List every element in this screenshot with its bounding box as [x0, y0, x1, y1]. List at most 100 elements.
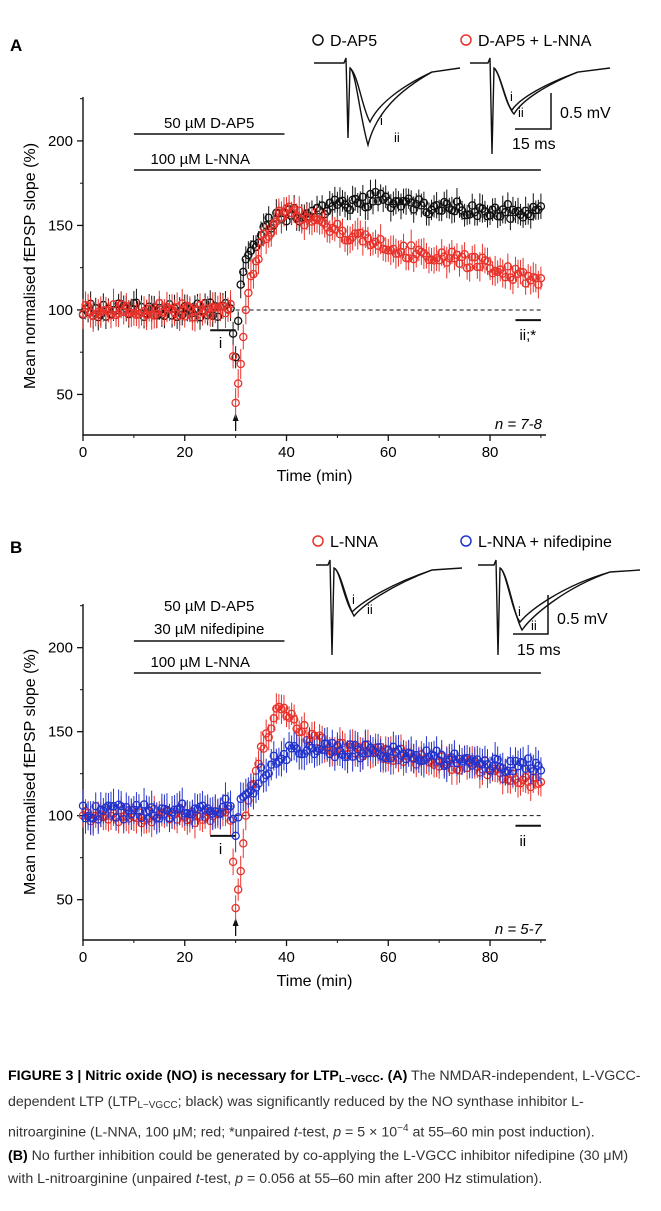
- series-l-nna-nifedipine: [78, 727, 546, 853]
- data-point: [254, 254, 263, 264]
- data-point: [249, 240, 258, 249]
- x-tick-label: 40: [278, 949, 295, 966]
- caption-a-p: p: [333, 1124, 342, 1141]
- data-point: [91, 309, 100, 319]
- x-tick-label: 0: [79, 949, 87, 966]
- trace-a-right: [470, 57, 611, 155]
- panel-b: B L-NNA L-NNA + nifedipine i ii i ii 0.5…: [10, 534, 641, 990]
- data-point: [221, 794, 230, 804]
- legend-marker-d-ap5-lnna: [460, 34, 472, 46]
- data-point: [412, 750, 421, 760]
- data-point: [493, 267, 502, 277]
- trace-a-right-label-i: i: [510, 89, 513, 104]
- data-point: [104, 306, 113, 316]
- data-point: [368, 197, 378, 206]
- data-point: [267, 724, 276, 733]
- data-point: [475, 262, 485, 272]
- scale-a-ms: 15 ms: [512, 136, 556, 153]
- trace-b-right-label-i: i: [518, 604, 521, 619]
- data-point: [437, 750, 446, 760]
- data-point: [485, 264, 495, 273]
- data-point: [267, 228, 276, 237]
- data-point: [241, 790, 251, 799]
- data-point: [437, 206, 446, 215]
- data-point: [185, 303, 195, 312]
- data-point: [200, 306, 210, 316]
- data-point: [373, 196, 383, 206]
- caption-title-subscript: L−VGCC: [338, 1074, 380, 1085]
- data-point: [279, 703, 289, 713]
- data-point: [203, 804, 212, 813]
- data-point: [478, 204, 487, 213]
- data-point: [503, 766, 513, 776]
- data-point: [155, 814, 164, 823]
- data-point: [284, 741, 294, 750]
- data-point: [269, 219, 279, 229]
- trace-a-left: [314, 57, 461, 148]
- data-point: [386, 203, 396, 213]
- data-point: [345, 205, 355, 215]
- data-point: [228, 329, 238, 338]
- data-point: [223, 801, 233, 811]
- data-point: [330, 752, 340, 762]
- data-point: [536, 273, 546, 283]
- caption-a-subscript: L−VGCC: [137, 1100, 178, 1111]
- data-point: [88, 311, 98, 321]
- data-point: [226, 299, 235, 309]
- caption-b-text-1: No further inhibition could be generated…: [8, 1147, 629, 1187]
- figure: A D-AP5 D-AP5 + L-NNA i ii i ii 0.5 mV 1…: [10, 33, 641, 990]
- data-point: [287, 744, 296, 753]
- trace-b-label-i: i: [352, 592, 355, 607]
- trace-a-label-ii: ii: [394, 130, 400, 145]
- data-point: [322, 739, 332, 749]
- caption-a-text-2: ; black) was significantly reduced by th…: [8, 1094, 584, 1141]
- drug-bar-label: 100 µM L-NNA: [150, 151, 250, 168]
- trace-b-right: [478, 559, 641, 656]
- data-point: [241, 305, 251, 315]
- data-point: [445, 755, 454, 765]
- panel-b-letter: B: [10, 538, 22, 557]
- data-point: [409, 254, 418, 264]
- legend-marker-lnna-nif: [460, 535, 472, 547]
- data-point: [188, 313, 197, 322]
- caption-a-exponent: −4: [397, 1123, 409, 1134]
- data-point: [114, 309, 123, 318]
- data-point: [419, 249, 429, 258]
- data-point: [251, 256, 261, 266]
- data-point: [236, 866, 245, 876]
- drug-bar-label: 30 µM nifedipine: [154, 621, 264, 638]
- data-point: [289, 741, 299, 751]
- plot-a: 50 100 150 200 0 20 40 60 80 Time (min) Mean norma…: [22, 97, 546, 485]
- data-point: [488, 268, 497, 278]
- data-point: [177, 799, 187, 808]
- data-point: [312, 746, 322, 756]
- data-point: [231, 398, 240, 408]
- data-point: [371, 187, 380, 197]
- data-point: [236, 359, 245, 369]
- data-point: [501, 207, 510, 217]
- data-point: [239, 792, 248, 802]
- drug-bar-label: 50 µM D-AP5: [164, 115, 254, 132]
- data-point: [417, 201, 426, 210]
- data-point: [429, 256, 439, 265]
- data-point: [139, 800, 149, 809]
- data-point: [264, 213, 273, 222]
- data-point: [134, 805, 144, 815]
- data-point: [157, 307, 167, 317]
- window-i-label: i: [219, 335, 222, 352]
- data-point: [282, 755, 291, 765]
- data-point: [305, 741, 314, 751]
- data-point: [536, 766, 546, 775]
- data-point: [236, 794, 245, 804]
- data-point: [534, 761, 543, 770]
- data-point: [264, 733, 273, 742]
- data-point: [300, 720, 309, 730]
- y-tick-label: 100: [48, 302, 73, 319]
- data-point: [256, 763, 266, 772]
- data-point: [129, 805, 139, 815]
- data-point: [233, 885, 243, 894]
- y-tick-label: 200: [48, 640, 73, 657]
- data-point: [228, 352, 238, 361]
- x-tick-label: 80: [482, 444, 499, 461]
- data-point: [523, 209, 533, 219]
